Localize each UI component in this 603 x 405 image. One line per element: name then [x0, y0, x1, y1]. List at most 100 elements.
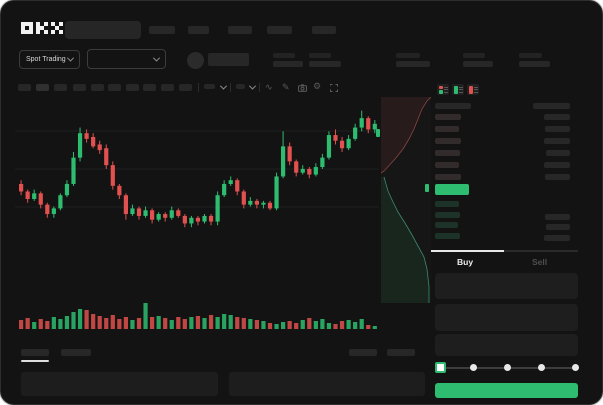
- ticker-stat-value: [519, 61, 550, 67]
- orderbook-ask-row[interactable]: [431, 126, 578, 132]
- orderbook-bid-row[interactable]: [431, 232, 578, 241]
- orderbook-view-combined-icon[interactable]: [437, 84, 449, 95]
- orderbook-view-asks-icon[interactable]: [467, 84, 479, 95]
- timeframe-button[interactable]: [126, 84, 139, 91]
- timeframe-button[interactable]: [18, 84, 31, 91]
- buy-submit-button[interactable]: [435, 383, 578, 398]
- ticker-stat-value: [463, 61, 493, 67]
- nav-item[interactable]: [312, 26, 336, 34]
- wave-icon[interactable]: ∿: [265, 82, 273, 92]
- ask-price-placeholder: [435, 114, 461, 120]
- slider-stop-dot[interactable]: [504, 364, 511, 371]
- timeframe-button[interactable]: [161, 84, 174, 91]
- orderbook-ask-row[interactable]: [431, 138, 578, 144]
- okx-logo-icon: [21, 22, 63, 34]
- ask-price-placeholder: [435, 126, 459, 132]
- orderbook-ask-row[interactable]: [431, 162, 578, 168]
- ticker-stat-label: [463, 53, 485, 58]
- timeframe-button[interactable]: [36, 84, 49, 91]
- timeframe-button[interactable]: [91, 84, 104, 91]
- bid-price-placeholder: [435, 232, 460, 239]
- chevron-down-icon: [152, 54, 161, 62]
- price-marker: [376, 129, 380, 137]
- orderbook-amount-header: [533, 103, 570, 109]
- ask-amount-placeholder: [544, 138, 570, 144]
- orderbook-ask-row[interactable]: [431, 174, 578, 180]
- ticker-stat-label: [309, 53, 331, 58]
- ask-amount-placeholder: [544, 162, 570, 168]
- timeframe-button[interactable]: [108, 84, 121, 91]
- slider-stop-dot[interactable]: [470, 364, 477, 371]
- ask-amount-placeholder: [546, 150, 570, 156]
- ticker-stat-value: [309, 61, 341, 67]
- slider-stop-dot[interactable]: [538, 364, 545, 371]
- orderbook-bid-row[interactable]: [431, 211, 578, 220]
- ask-amount-placeholder: [544, 114, 570, 120]
- bid-amount-placeholder: [546, 224, 570, 230]
- candlestick-chart[interactable]: [15, 97, 379, 337]
- expand-icon[interactable]: [330, 84, 338, 92]
- orders-panel-left: [21, 372, 218, 396]
- timeframe-button[interactable]: [179, 84, 192, 91]
- slider-stop-dot[interactable]: [572, 364, 579, 371]
- tab-buy[interactable]: Buy: [457, 257, 474, 267]
- chevron-down-icon[interactable]: [219, 82, 228, 90]
- orders-tab-active[interactable]: [21, 349, 49, 356]
- search-input[interactable]: [65, 21, 141, 39]
- orders-filter[interactable]: [387, 349, 415, 356]
- orderbook-price-header: [435, 103, 471, 109]
- orderbook-bid-row[interactable]: [431, 201, 578, 207]
- ask-amount-placeholder: [545, 126, 570, 132]
- nav-item[interactable]: [149, 26, 175, 34]
- market-type-label: Spot Trading: [26, 56, 66, 63]
- orderbook-last-price[interactable]: [435, 184, 469, 195]
- tab-sell[interactable]: Sell: [532, 257, 548, 267]
- chevron-down-icon[interactable]: [248, 82, 257, 90]
- coin-icon: [187, 52, 204, 69]
- slider-handle[interactable]: [435, 362, 446, 373]
- timeframe-button[interactable]: [143, 84, 156, 91]
- ticker-stat-value: [396, 61, 430, 67]
- ticker-stat-value: [273, 61, 303, 67]
- chart-style-dropdown[interactable]: [236, 84, 245, 89]
- orderbook-bid-row[interactable]: [431, 222, 578, 230]
- timeframe-button[interactable]: [73, 84, 86, 91]
- chevron-down-icon: [66, 54, 75, 62]
- ticker-stat-label: [273, 53, 295, 58]
- orders-tab-underline: [21, 360, 49, 362]
- price-marker: [425, 184, 429, 192]
- ticker-stat-label: [396, 53, 420, 58]
- bid-amount-placeholder: [544, 234, 570, 241]
- nav-item[interactable]: [188, 26, 209, 34]
- ask-price-placeholder: [435, 174, 461, 180]
- active-tab-indicator: [431, 250, 504, 252]
- market-type-selector[interactable]: Spot Trading: [19, 50, 80, 69]
- ask-price-placeholder: [435, 150, 460, 156]
- amount-field[interactable]: [435, 304, 578, 331]
- order-history-tab[interactable]: [61, 349, 91, 356]
- ticker-stat-label: [519, 53, 542, 58]
- orderbook-view-bids-icon[interactable]: [452, 84, 464, 95]
- gear-icon[interactable]: ⚙: [313, 81, 322, 91]
- bid-price-placeholder: [435, 201, 459, 207]
- bid-price-placeholder: [435, 211, 460, 218]
- nav-item[interactable]: [228, 26, 252, 34]
- timeframe-button[interactable]: [54, 84, 67, 91]
- bid-price-placeholder: [435, 222, 458, 228]
- nav-item[interactable]: [267, 26, 292, 34]
- trading-pair-selector[interactable]: [87, 49, 166, 69]
- total-field[interactable]: [435, 334, 578, 356]
- ask-price-placeholder: [435, 138, 461, 144]
- orders-filter[interactable]: [349, 349, 377, 356]
- orderbook-ask-row[interactable]: [431, 114, 578, 120]
- last-price-placeholder: [208, 53, 249, 66]
- interval-dropdown[interactable]: [204, 84, 215, 89]
- camera-icon[interactable]: [298, 84, 307, 92]
- price-field[interactable]: [435, 273, 578, 299]
- bid-amount-placeholder: [545, 213, 570, 220]
- orderbook-ask-row[interactable]: [431, 150, 578, 156]
- pencil-icon[interactable]: ✎: [282, 82, 290, 92]
- okx-logo[interactable]: OKX: [21, 22, 63, 36]
- ask-amount-placeholder: [545, 174, 570, 180]
